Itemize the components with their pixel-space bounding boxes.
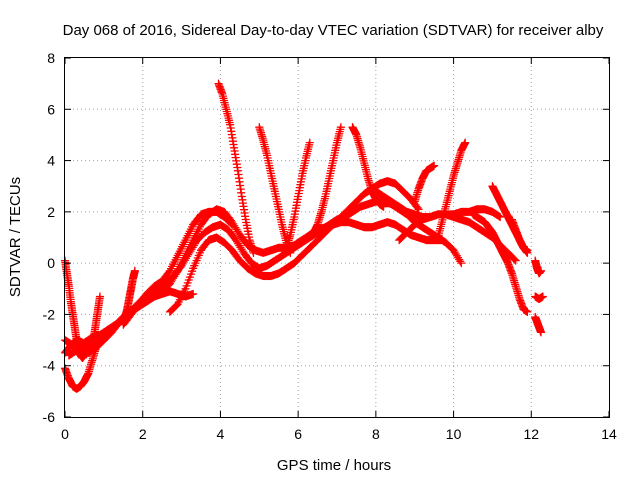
y-tick-label: -6 — [43, 409, 56, 425]
axis-ticks: 0 2 4 6 8 10 12 14 -6 -4 -2 0 2 4 6 8 — [43, 50, 617, 442]
series-track-23 — [88, 292, 105, 350]
x-tick-label: 0 — [61, 426, 69, 442]
series-track-5 — [64, 205, 447, 360]
x-tick-label: 6 — [294, 426, 302, 442]
grid — [65, 58, 609, 417]
series-track-21 — [531, 256, 546, 278]
y-tick-label: 2 — [47, 204, 55, 220]
series-track-6 — [165, 176, 423, 317]
data-series-group — [60, 79, 548, 393]
chart-title: Day 068 of 2016, Sidereal Day-to-day VTE… — [63, 22, 604, 39]
series-track-22 — [531, 292, 548, 304]
series-track-11 — [309, 123, 346, 237]
series-track-12 — [348, 123, 388, 211]
x-axis-label: GPS time / hours — [277, 457, 391, 474]
plot-frame — [64, 57, 610, 418]
series-track-14 — [410, 161, 439, 206]
series-track-8 — [214, 79, 258, 258]
series-track-19 — [507, 215, 532, 258]
y-tick-label: 4 — [47, 153, 55, 169]
y-tick-label: 6 — [47, 101, 55, 117]
x-tick-label: 12 — [523, 426, 539, 442]
series-track-24 — [119, 266, 140, 327]
y-tick-label: 0 — [47, 255, 55, 271]
y-tick-label: -2 — [43, 306, 56, 322]
x-tick-label: 10 — [446, 426, 462, 442]
x-tick-label: 4 — [217, 426, 225, 442]
y-tick-label: -4 — [43, 358, 56, 374]
y-axis-label: SDTVAR / TECUs — [7, 177, 24, 297]
series-track-15 — [433, 138, 470, 242]
y-tick-label: 8 — [47, 50, 55, 66]
x-tick-label: 14 — [601, 426, 617, 442]
series-track-20 — [531, 312, 546, 337]
series-track-17 — [468, 210, 532, 317]
x-tick-label: 8 — [372, 426, 380, 442]
series-track-10 — [282, 138, 314, 252]
x-tick-label: 2 — [139, 426, 147, 442]
